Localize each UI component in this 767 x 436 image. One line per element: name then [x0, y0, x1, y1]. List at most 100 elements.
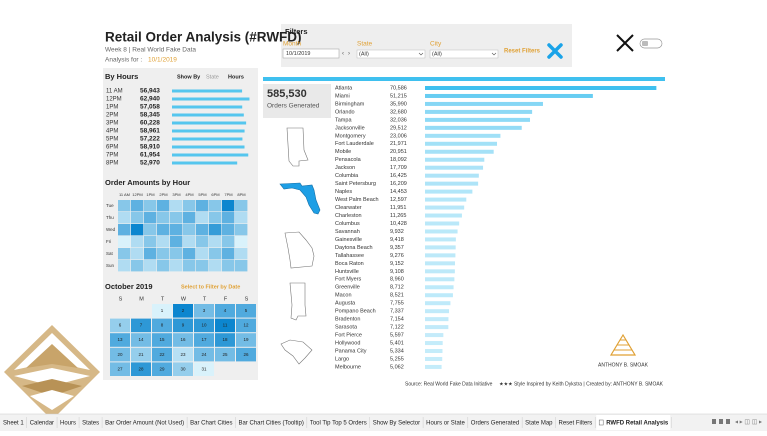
heatmap-cell[interactable]	[170, 236, 183, 248]
calendar-day[interactable]	[173, 347, 193, 362]
tab[interactable]: State Map	[525, 421, 553, 427]
heatmap-cell[interactable]	[144, 260, 157, 272]
city-bar[interactable]	[425, 317, 449, 322]
heatmap-cell[interactable]	[235, 248, 248, 260]
city-bar[interactable]	[425, 285, 454, 290]
city-bar[interactable]	[425, 181, 479, 186]
state-map-florida[interactable]	[279, 182, 321, 215]
heatmap-cell[interactable]	[131, 200, 144, 212]
month-input[interactable]	[282, 48, 340, 59]
state-map-south-carolina[interactable]	[280, 339, 313, 365]
heatmap-cell[interactable]	[209, 236, 222, 248]
heatmap-cell[interactable]	[209, 224, 222, 236]
heatmap-cell[interactable]	[222, 236, 235, 248]
calendar-day[interactable]	[215, 347, 235, 362]
city-bar[interactable]	[425, 293, 453, 298]
heatmap-cell[interactable]	[144, 200, 157, 212]
heatmap-cell[interactable]	[183, 224, 196, 236]
calendar-day[interactable]	[131, 347, 151, 362]
heatmap-cell[interactable]	[222, 260, 235, 272]
heatmap-cell[interactable]	[196, 200, 209, 212]
heatmap-cell[interactable]	[222, 200, 235, 212]
heatmap-cell[interactable]	[170, 248, 183, 260]
calendar-day[interactable]	[215, 333, 235, 347]
calendar-day[interactable]	[236, 318, 256, 333]
city-bar[interactable]	[425, 364, 442, 369]
heatmap-cell[interactable]	[131, 260, 144, 272]
city-bar[interactable]	[425, 205, 465, 210]
heatmap-cell[interactable]	[157, 224, 170, 236]
city-bar[interactable]	[425, 221, 460, 226]
heatmap-cell[interactable]	[183, 236, 196, 248]
tab[interactable]: Sheet 1	[3, 421, 24, 427]
city-bar[interactable]	[425, 309, 450, 314]
heatmap-cell[interactable]	[118, 224, 131, 236]
heatmap-cell[interactable]	[131, 248, 144, 260]
reset-filters[interactable]: Reset Filters	[504, 49, 541, 55]
city-bar[interactable]	[425, 86, 657, 90]
tab[interactable]: Bar Chart Cities	[190, 421, 232, 427]
calendar-day[interactable]	[173, 304, 193, 318]
calendar-day[interactable]	[215, 304, 235, 318]
heatmap-cell[interactable]	[131, 236, 144, 248]
heatmap-cell[interactable]	[196, 236, 209, 248]
city-bar[interactable]	[425, 125, 522, 130]
calendar-day[interactable]	[131, 333, 151, 347]
heatmap-cell[interactable]	[118, 212, 131, 224]
close-icon[interactable]	[616, 34, 634, 52]
calendar-day[interactable]	[131, 318, 151, 333]
heatmap-cell[interactable]	[196, 248, 209, 260]
calendar-day[interactable]	[152, 347, 172, 362]
heatmap-cell[interactable]	[170, 260, 183, 272]
city-bar[interactable]	[425, 237, 456, 242]
heatmap-cell[interactable]	[183, 200, 196, 212]
city-bar[interactable]	[425, 229, 458, 234]
city-bar[interactable]	[425, 277, 455, 282]
heatmap-cell[interactable]	[183, 260, 196, 272]
reset-icon[interactable]	[547, 43, 563, 59]
calendar-day[interactable]	[152, 304, 172, 318]
calendar-day[interactable]	[173, 318, 193, 333]
heatmap-cell[interactable]	[222, 224, 235, 236]
city-bar[interactable]	[425, 157, 485, 162]
heatmap-cell[interactable]	[118, 200, 131, 212]
heatmap-cell[interactable]	[183, 248, 196, 260]
city-bar[interactable]	[425, 245, 456, 250]
heatmap-cell[interactable]	[209, 260, 222, 272]
calendar-day[interactable]	[194, 362, 214, 376]
tab[interactable]: States	[82, 421, 99, 427]
month-prev[interactable]: ‹	[342, 51, 344, 57]
heatmap-cell[interactable]	[170, 224, 183, 236]
heatmap-cell[interactable]	[209, 200, 222, 212]
heatmap-cell[interactable]	[196, 260, 209, 272]
city-bar[interactable]	[425, 141, 498, 146]
hour-bar[interactable]	[172, 89, 243, 93]
hour-bar[interactable]	[172, 129, 245, 133]
hour-bar[interactable]	[172, 153, 249, 157]
city-bar[interactable]	[425, 109, 533, 114]
city-bar[interactable]	[425, 269, 455, 274]
hour-bar[interactable]	[172, 161, 238, 165]
heatmap-cell[interactable]	[144, 224, 157, 236]
month-next[interactable]: ›	[348, 51, 350, 57]
heatmap-cell[interactable]	[235, 212, 248, 224]
show-by-option[interactable]: Hours	[228, 74, 244, 80]
calendar-day[interactable]	[152, 362, 172, 376]
heatmap-cell[interactable]	[170, 200, 183, 212]
calendar-day[interactable]	[194, 347, 214, 362]
heatmap-cell[interactable]	[196, 224, 209, 236]
hour-bar[interactable]	[172, 137, 243, 141]
calendar-day[interactable]	[194, 304, 214, 318]
city-bar[interactable]	[425, 325, 449, 330]
city-bar[interactable]	[425, 356, 443, 361]
state-map-georgia[interactable]	[284, 231, 315, 269]
city-bar[interactable]	[425, 101, 543, 106]
city-bar[interactable]	[425, 165, 484, 170]
heatmap-cell[interactable]	[118, 260, 131, 272]
calendar-day[interactable]	[152, 318, 172, 333]
show-by-option[interactable]: State	[206, 74, 219, 80]
city-bar[interactable]	[425, 341, 443, 346]
heatmap-cell[interactable]	[235, 260, 248, 272]
heatmap-cell[interactable]	[144, 248, 157, 260]
calendar-day[interactable]	[110, 362, 130, 376]
